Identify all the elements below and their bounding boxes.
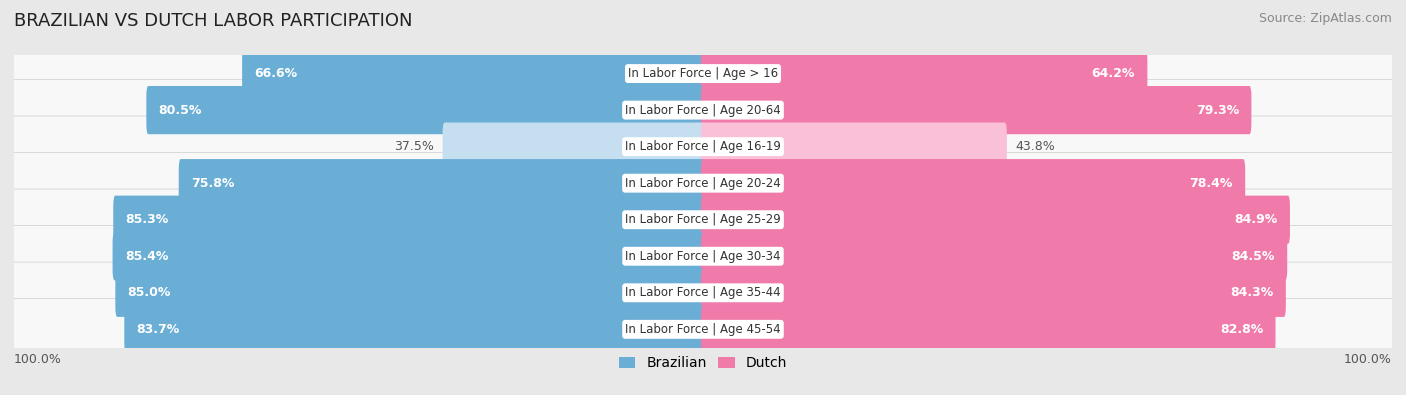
Text: In Labor Force | Age 30-34: In Labor Force | Age 30-34 [626,250,780,263]
FancyBboxPatch shape [702,232,1288,280]
Text: 37.5%: 37.5% [395,140,434,153]
FancyBboxPatch shape [114,196,704,244]
Text: 80.5%: 80.5% [159,103,202,117]
Text: 85.4%: 85.4% [125,250,169,263]
FancyBboxPatch shape [11,116,1395,177]
FancyBboxPatch shape [11,43,1395,104]
FancyBboxPatch shape [124,305,704,354]
Text: In Labor Force | Age 20-64: In Labor Force | Age 20-64 [626,103,780,117]
FancyBboxPatch shape [702,305,1275,354]
Text: 78.4%: 78.4% [1189,177,1233,190]
Text: In Labor Force | Age 20-24: In Labor Force | Age 20-24 [626,177,780,190]
FancyBboxPatch shape [112,232,704,280]
FancyBboxPatch shape [179,159,704,207]
FancyBboxPatch shape [11,226,1395,287]
Legend: Brazilian, Dutch: Brazilian, Dutch [613,351,793,376]
Text: 84.3%: 84.3% [1230,286,1274,299]
FancyBboxPatch shape [11,262,1395,324]
FancyBboxPatch shape [146,86,704,134]
Text: 84.9%: 84.9% [1234,213,1278,226]
Text: In Labor Force | Age 16-19: In Labor Force | Age 16-19 [626,140,780,153]
FancyBboxPatch shape [443,122,704,171]
FancyBboxPatch shape [702,86,1251,134]
Text: 64.2%: 64.2% [1091,67,1135,80]
Text: Source: ZipAtlas.com: Source: ZipAtlas.com [1258,12,1392,25]
FancyBboxPatch shape [702,269,1286,317]
Text: In Labor Force | Age 45-54: In Labor Force | Age 45-54 [626,323,780,336]
Text: 100.0%: 100.0% [1344,353,1392,366]
FancyBboxPatch shape [11,299,1395,360]
Text: 85.3%: 85.3% [125,213,169,226]
FancyBboxPatch shape [702,159,1246,207]
Text: 85.0%: 85.0% [128,286,172,299]
Text: 83.7%: 83.7% [136,323,180,336]
Text: 79.3%: 79.3% [1195,103,1239,117]
Text: 84.5%: 84.5% [1232,250,1275,263]
Text: In Labor Force | Age 35-44: In Labor Force | Age 35-44 [626,286,780,299]
FancyBboxPatch shape [11,79,1395,141]
Text: 100.0%: 100.0% [14,353,62,366]
FancyBboxPatch shape [11,152,1395,214]
Text: 43.8%: 43.8% [1015,140,1054,153]
Text: In Labor Force | Age 25-29: In Labor Force | Age 25-29 [626,213,780,226]
Text: 66.6%: 66.6% [254,67,298,80]
FancyBboxPatch shape [11,189,1395,250]
FancyBboxPatch shape [702,196,1289,244]
Text: In Labor Force | Age > 16: In Labor Force | Age > 16 [628,67,778,80]
FancyBboxPatch shape [702,122,1007,171]
FancyBboxPatch shape [242,49,704,98]
Text: 75.8%: 75.8% [191,177,235,190]
Text: 82.8%: 82.8% [1220,323,1263,336]
FancyBboxPatch shape [115,269,704,317]
FancyBboxPatch shape [702,49,1147,98]
Text: BRAZILIAN VS DUTCH LABOR PARTICIPATION: BRAZILIAN VS DUTCH LABOR PARTICIPATION [14,12,412,30]
